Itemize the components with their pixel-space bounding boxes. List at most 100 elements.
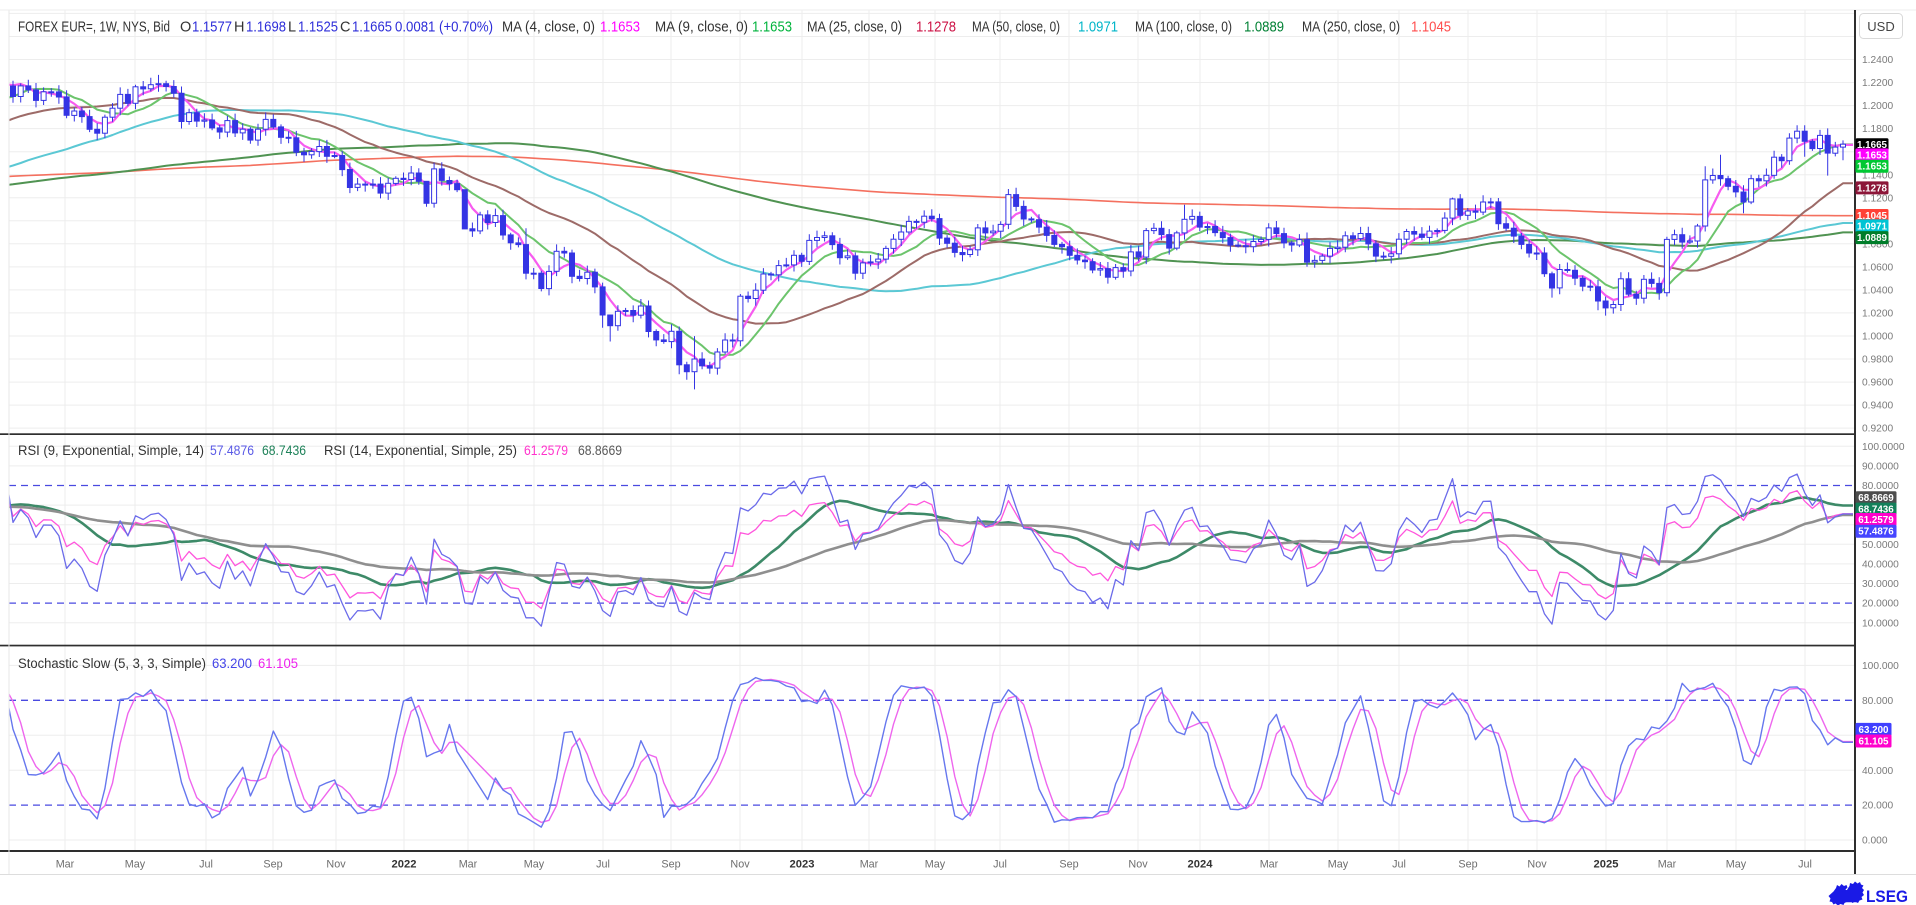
svg-text:May: May xyxy=(125,859,146,871)
svg-text:1.1653: 1.1653 xyxy=(1857,162,1888,173)
svg-text:68.8669: 68.8669 xyxy=(1858,493,1894,504)
svg-text:MA (50, close, 0): MA (50, close, 0) xyxy=(972,20,1060,36)
svg-text:1.0600: 1.0600 xyxy=(1862,263,1893,274)
svg-text:57.4876: 57.4876 xyxy=(210,443,254,458)
svg-text:0.9800: 0.9800 xyxy=(1862,355,1893,366)
svg-text:O: O xyxy=(180,20,191,36)
svg-text:Jul: Jul xyxy=(1392,859,1406,871)
svg-text:May: May xyxy=(1726,859,1747,871)
svg-text:L: L xyxy=(288,20,296,36)
svg-text:68.7436: 68.7436 xyxy=(262,443,306,458)
svg-text:61.105: 61.105 xyxy=(1859,736,1890,747)
svg-text:Mar: Mar xyxy=(56,859,75,871)
svg-text:61.105: 61.105 xyxy=(258,656,298,671)
svg-text:RSI (9, Exponential, Simple, 1: RSI (9, Exponential, Simple, 14) xyxy=(18,443,204,458)
svg-text:Nov: Nov xyxy=(730,859,750,871)
svg-text:1.1800: 1.1800 xyxy=(1862,124,1893,135)
svg-text:2023: 2023 xyxy=(790,859,815,871)
svg-text:0.000: 0.000 xyxy=(1862,836,1888,847)
svg-text:68.7436: 68.7436 xyxy=(1858,505,1894,516)
svg-text:Mar: Mar xyxy=(1658,859,1677,871)
svg-text:61.2579: 61.2579 xyxy=(524,443,568,458)
svg-text:MA (100, close, 0): MA (100, close, 0) xyxy=(1135,20,1232,36)
svg-text:1.1045: 1.1045 xyxy=(1857,211,1888,222)
svg-text:MA (4, close, 0): MA (4, close, 0) xyxy=(502,20,595,36)
svg-text:1.1653: 1.1653 xyxy=(1857,150,1888,161)
svg-text:Sep: Sep xyxy=(1458,859,1477,871)
svg-text:1.0971: 1.0971 xyxy=(1857,221,1888,232)
svg-text:1.1577: 1.1577 xyxy=(192,20,232,36)
svg-text:0.9600: 0.9600 xyxy=(1862,378,1893,389)
svg-text:0.9400: 0.9400 xyxy=(1862,401,1893,412)
svg-text:Jul: Jul xyxy=(1798,859,1812,871)
svg-text:1.1045: 1.1045 xyxy=(1411,20,1451,36)
svg-text:1.0889: 1.0889 xyxy=(1857,233,1888,244)
svg-text:2025: 2025 xyxy=(1594,859,1619,871)
svg-text:80.000: 80.000 xyxy=(1862,696,1893,707)
svg-text:57.4876: 57.4876 xyxy=(1858,527,1894,538)
svg-text:Mar: Mar xyxy=(459,859,478,871)
svg-text:0.9200: 0.9200 xyxy=(1862,424,1893,435)
svg-text:1.2400: 1.2400 xyxy=(1862,55,1893,66)
svg-text:20.000: 20.000 xyxy=(1862,801,1893,812)
svg-text:1.2200: 1.2200 xyxy=(1862,78,1893,89)
svg-text:1.1278: 1.1278 xyxy=(1857,183,1888,194)
svg-text:Jul: Jul xyxy=(596,859,610,871)
svg-text:20.0000: 20.0000 xyxy=(1862,599,1899,610)
svg-text:MA (25, close, 0): MA (25, close, 0) xyxy=(807,20,902,36)
svg-text:May: May xyxy=(524,859,545,871)
svg-text:Jul: Jul xyxy=(993,859,1007,871)
svg-text:May: May xyxy=(1328,859,1349,871)
svg-text:1.1400: 1.1400 xyxy=(1862,170,1893,181)
svg-text:1.0800: 1.0800 xyxy=(1862,239,1893,250)
svg-text:1.1665: 1.1665 xyxy=(1857,140,1888,151)
svg-text:Sep: Sep xyxy=(263,859,282,871)
svg-text:USD: USD xyxy=(1867,19,1894,34)
svg-text:1.1653: 1.1653 xyxy=(600,20,640,36)
svg-text:FOREX EUR=, 1W, NYS, Bid: FOREX EUR=, 1W, NYS, Bid xyxy=(18,20,170,36)
svg-text:Nov: Nov xyxy=(1527,859,1547,871)
svg-text:May: May xyxy=(925,859,946,871)
svg-text:100.0000: 100.0000 xyxy=(1862,442,1905,453)
svg-text:100.000: 100.000 xyxy=(1862,661,1899,672)
svg-text:1.1200: 1.1200 xyxy=(1862,193,1893,204)
svg-text:2022: 2022 xyxy=(392,859,417,871)
svg-text:1.1698: 1.1698 xyxy=(246,20,286,36)
svg-text:Nov: Nov xyxy=(326,859,346,871)
svg-text:1.0200: 1.0200 xyxy=(1862,309,1893,320)
svg-text:50.0000: 50.0000 xyxy=(1862,540,1899,551)
svg-text:Sep: Sep xyxy=(1059,859,1078,871)
svg-text:1.1665: 1.1665 xyxy=(352,20,392,36)
svg-text:H: H xyxy=(234,20,244,36)
svg-text:1.1278: 1.1278 xyxy=(916,20,956,36)
svg-text:LSEG: LSEG xyxy=(1866,887,1908,905)
svg-text:63.200: 63.200 xyxy=(212,656,252,671)
svg-text:Mar: Mar xyxy=(860,859,879,871)
svg-text:Nov: Nov xyxy=(1128,859,1148,871)
svg-text:80.0000: 80.0000 xyxy=(1862,481,1899,492)
svg-text:Jul: Jul xyxy=(199,859,213,871)
svg-text:RSI (14, Exponential, Simple,: RSI (14, Exponential, Simple, 25) xyxy=(324,443,517,458)
svg-text:63.200: 63.200 xyxy=(1859,725,1890,736)
svg-text:2024: 2024 xyxy=(1188,859,1214,871)
svg-text:40.0000: 40.0000 xyxy=(1862,560,1899,571)
svg-text:10.0000: 10.0000 xyxy=(1862,618,1899,629)
svg-text:1.0400: 1.0400 xyxy=(1862,286,1893,297)
svg-text:40.000: 40.000 xyxy=(1862,766,1893,777)
svg-text:1.1525: 1.1525 xyxy=(298,20,338,36)
svg-text:MA (250, close, 0): MA (250, close, 0) xyxy=(1302,20,1400,36)
svg-text:30.0000: 30.0000 xyxy=(1862,579,1899,590)
svg-text:1.0000: 1.0000 xyxy=(1862,332,1893,343)
svg-text:61.2579: 61.2579 xyxy=(1858,515,1894,526)
svg-text:Mar: Mar xyxy=(1260,859,1279,871)
svg-text:68.8669: 68.8669 xyxy=(578,443,622,458)
svg-text:MA (9, close, 0): MA (9, close, 0) xyxy=(655,20,748,36)
svg-text:1.0889: 1.0889 xyxy=(1244,20,1284,36)
svg-text:1.0971: 1.0971 xyxy=(1078,20,1118,36)
svg-text:90.0000: 90.0000 xyxy=(1862,462,1899,473)
svg-text:C: C xyxy=(340,20,350,36)
svg-text:Sep: Sep xyxy=(661,859,680,871)
svg-text:Stochastic Slow (5, 3, 3, Simp: Stochastic Slow (5, 3, 3, Simple) xyxy=(18,656,206,671)
svg-text:1.2000: 1.2000 xyxy=(1862,101,1893,112)
svg-text:1.1653: 1.1653 xyxy=(752,20,792,36)
